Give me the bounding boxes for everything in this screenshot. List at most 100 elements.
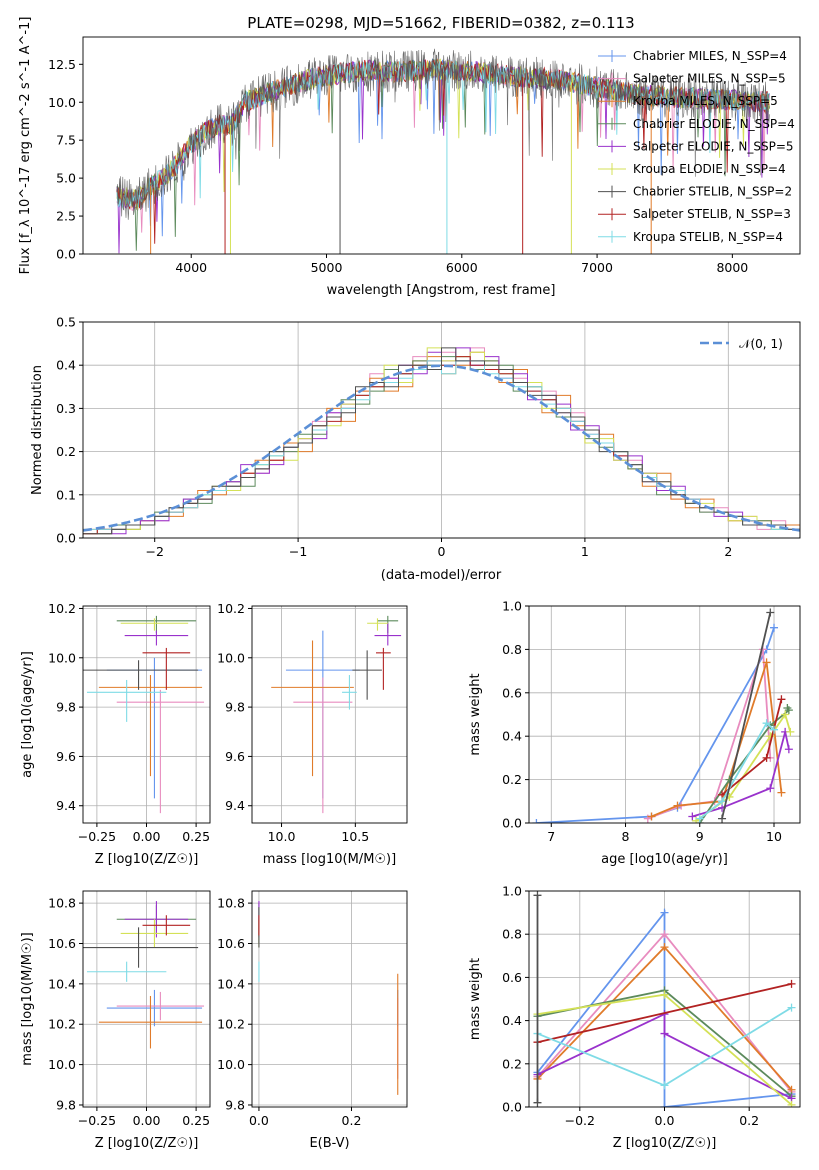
- weight-marker: [647, 812, 656, 821]
- legend-label: Salpeter STELIB, N_SSP=3: [633, 207, 791, 221]
- y-tick-label: 2.5: [56, 209, 76, 224]
- errorbar-point: [367, 618, 388, 631]
- y-tick-label: 9.4: [56, 798, 76, 813]
- x-axis-label: E(B-V): [309, 1136, 349, 1151]
- y-tick-label: 10.8: [48, 896, 76, 911]
- x-tick-label: 4000: [175, 260, 207, 275]
- panel-5: 7 8 9 10 0.0 0.2 0.4 0.6 0.8 1.0 age [log10(age/yr…: [468, 599, 801, 867]
- panel-4: 10.0 10.5 9.4 9.6 9.8 10.0 10.2 mass [log10(M/M…: [217, 601, 408, 867]
- x-tick-label: −0.25: [78, 829, 116, 844]
- x-tick-label: 0.00: [133, 829, 161, 844]
- axes-frame: [528, 605, 801, 824]
- x-axis-label: age [log10(age/yr)]: [601, 852, 728, 867]
- errorbar-point: [86, 961, 167, 982]
- legend: Chabrier MILES, N_SSP=4 Salpeter MILES, N…: [598, 49, 795, 244]
- errorbar-point: [142, 915, 191, 936]
- spectrum-line: [116, 48, 771, 220]
- x-tick-label: 0.2: [342, 1113, 362, 1128]
- y-tick-label: 9.8: [56, 700, 76, 715]
- weight-marker: [770, 725, 779, 734]
- y-tick-label: 5.0: [56, 171, 76, 186]
- legend-label: Chabrier MILES, N_SSP=4: [633, 49, 787, 63]
- x-axis-label: wavelength [Angstrom, rest frame]: [327, 283, 556, 298]
- x-tick-label: 0.0: [249, 1113, 269, 1128]
- grid-lines: [252, 891, 407, 1107]
- y-tick-label: 9.8: [225, 700, 245, 715]
- axes-frame: [251, 890, 408, 1108]
- x-tick-label: 0.2: [739, 1113, 759, 1128]
- legend-label: Chabrier ELODIE, N_SSP=4: [633, 117, 795, 131]
- weight-marker: [660, 990, 669, 999]
- y-tick-label: 10.6: [48, 936, 76, 951]
- errorbar-point: [293, 677, 353, 814]
- weight-marker: [777, 788, 786, 797]
- legend-label: Chabrier STELIB, N_SSP=2: [633, 185, 792, 199]
- weight-marker: [660, 908, 669, 917]
- weight-marker: [688, 812, 697, 821]
- x-tick-label: −1: [289, 544, 307, 559]
- legend-label: 𝒩(0, 1): [739, 337, 783, 351]
- spectrum-lines: [116, 48, 771, 254]
- y-tick-label: 10.2: [48, 1017, 76, 1032]
- x-axis-label: Z [log10(Z/Z☉)]: [613, 1136, 717, 1151]
- weight-marker: [781, 710, 790, 719]
- weight-line: [721, 612, 772, 819]
- errorbar-point: [98, 675, 203, 777]
- y-tick-label: 0.0: [56, 247, 76, 262]
- weight-marker: [660, 1029, 669, 1038]
- weight-series: [688, 727, 793, 821]
- weight-marker: [533, 891, 542, 900]
- x-axis-label: Z [log10(Z/Z☉)]: [95, 852, 199, 867]
- weight-marker: [787, 1100, 796, 1107]
- weight-line: [536, 910, 792, 1107]
- x-tick-label: 0.0: [655, 1113, 675, 1128]
- weight-series: [718, 608, 775, 823]
- weight-marker: [532, 819, 541, 823]
- y-tick-label: 1.0: [502, 599, 522, 614]
- weight-series: [695, 719, 779, 823]
- y-tick-label: 0.6: [502, 970, 522, 985]
- weight-marker: [725, 775, 734, 784]
- chart-title: PLATE=0298, MJD=51662, FIBERID=0382, z=0…: [247, 14, 634, 32]
- y-tick-label: 0.8: [502, 642, 522, 657]
- histograms: [83, 347, 800, 538]
- errorbar-point: [124, 901, 189, 938]
- y-tick-label: 10.2: [48, 601, 76, 616]
- grid-lines: [83, 606, 210, 823]
- weight-marker: [762, 658, 771, 667]
- grid-lines: [529, 605, 800, 824]
- weight-marker: [783, 703, 792, 712]
- y-tick-label: 9.8: [225, 1097, 245, 1112]
- errorbar-point: [106, 989, 203, 1027]
- y-axis-label: Normed distribution: [30, 365, 45, 495]
- weight-marker: [533, 1098, 542, 1107]
- weight-marker: [786, 727, 795, 736]
- x-axis-label: Z [log10(Z/Z☉)]: [95, 1136, 199, 1151]
- weight-line: [537, 1012, 792, 1100]
- x-tick-label: 7: [547, 829, 555, 844]
- panel-1: 4000 5000 6000 7000 8000 0.0 2.5 5.0 7.5 10.0 12.5…: [18, 14, 801, 298]
- errorbar-point: [376, 647, 391, 690]
- y-tick-label: 0.4: [56, 358, 76, 373]
- errorbar-point: [124, 630, 189, 646]
- errorbar-points: [258, 901, 399, 1095]
- legend-label: Kroupa STELIB, N_SSP=4: [633, 230, 783, 244]
- legend-label: Kroupa ELODIE, N_SSP=4: [633, 162, 786, 176]
- y-tick-label: 0.4: [502, 1013, 522, 1028]
- y-tick-label: 0.8: [502, 927, 522, 942]
- y-axis-label: mass [log10(M/M☉)]: [20, 932, 35, 1065]
- y-tick-label: 10.0: [48, 650, 76, 665]
- y-tick-label: 1.0: [502, 884, 522, 899]
- y-tick-label: 7.5: [56, 133, 76, 148]
- errorbar-points: [83, 901, 205, 1049]
- y-tick-label: 0.0: [502, 816, 522, 831]
- y-tick-label: 10.2: [217, 601, 245, 616]
- errorbar-points: [83, 615, 205, 814]
- y-tick-label: 10.8: [217, 896, 245, 911]
- weight-marker: [766, 608, 775, 617]
- x-tick-label: 10: [766, 829, 782, 844]
- errorbar-point: [120, 919, 189, 948]
- weight-marker: [766, 784, 775, 793]
- x-tick-label: −0.2: [565, 1113, 595, 1128]
- y-tick-label: 10.4: [48, 976, 76, 991]
